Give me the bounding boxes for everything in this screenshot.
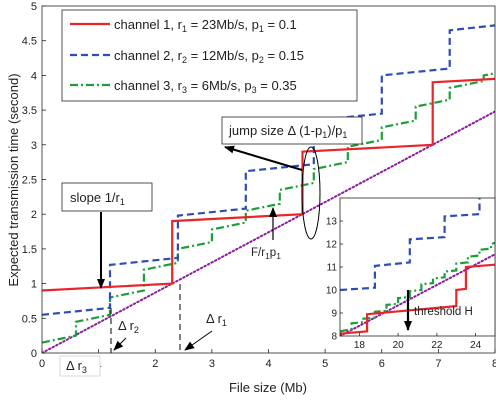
delta-r3-box — [59, 355, 101, 377]
x-tick-label: 4 — [265, 358, 271, 370]
inset-y-tick-label: 8 — [331, 332, 337, 343]
legend: channel 1, r1 = 23Mb/s, p1 = 0.1 channel… — [61, 9, 358, 102]
x-tick-label: 5 — [322, 358, 328, 370]
legend-label-channel-3: channel 3, r3 = 6Mb/s, p3 = 0.35 — [114, 78, 297, 95]
legend-box — [61, 9, 358, 102]
inset-x-tick-label: 18 — [354, 340, 366, 351]
plot-frame — [41, 5, 496, 354]
series-line-1 — [340, 253, 495, 336]
x-tick-label: 8 — [492, 358, 496, 370]
series-line-3 — [340, 198, 481, 292]
inset-y-tick-label: 12 — [326, 240, 338, 251]
jump-size-box — [221, 116, 363, 145]
jump-ellipse — [301, 146, 321, 240]
inset-y-tick-label: 9 — [331, 309, 337, 320]
y-tick-label: 0.5 — [22, 313, 37, 325]
delta-annotations: Δ r2 Δ r1 Δ r3 — [59, 311, 227, 377]
y-tick-label: 3.5 — [22, 105, 37, 117]
delta-r2-arrow — [113, 337, 127, 351]
f-annotation: F/r1p1 — [251, 207, 281, 261]
threshold-label: threshold H — [414, 306, 473, 318]
y-tick-label: 2.5 — [22, 175, 37, 187]
y-tick-label: 1.5 — [22, 244, 37, 256]
inset-x-tick-label: 22 — [431, 340, 443, 351]
inset-y-tick-label: 11 — [327, 263, 338, 274]
slope-box — [61, 182, 153, 212]
x-tick-label: 3 — [209, 358, 215, 370]
y-tick-label: 3 — [31, 140, 37, 152]
x-tick-label: 7 — [435, 358, 441, 370]
series-line-1 — [42, 110, 495, 353]
x-tick-label: 0 — [39, 358, 45, 370]
y-tick-label: 5 — [31, 1, 37, 13]
delta-r1-label: Δ r1 — [206, 311, 227, 328]
y-tick-label: 4 — [31, 70, 37, 82]
y-axis-label: Expected transmission time (second) — [6, 73, 21, 286]
inset-x-tick-label: 20 — [393, 340, 405, 351]
y-tick-label: 2 — [31, 209, 37, 221]
f-label: F/r1p1 — [251, 247, 281, 261]
slope-label: slope 1/r1 — [70, 190, 125, 207]
series-line-2 — [42, 72, 495, 344]
delta-r1-arrow — [184, 330, 213, 351]
jump-size-label: jump size Δ (1-p1)/p1 — [228, 123, 347, 140]
inset-y-tick-label: 10 — [326, 286, 338, 297]
y-tick-label: 1 — [31, 279, 37, 291]
inset-frame — [339, 197, 496, 337]
inset-y-tick-label: 13 — [326, 217, 338, 228]
inset-axis-ticks: 18 20 22 24 8 9 10 11 12 13 — [326, 217, 482, 352]
jump-arrow — [224, 145, 303, 171]
y-tick-label: 0 — [31, 348, 37, 360]
x-axis-label: File size (Mb) — [229, 380, 307, 395]
slope-annotation: slope 1/r1 — [61, 182, 153, 289]
legend-label-channel-2: channel 2, r2 = 12Mb/s, p2 = 0.15 — [114, 48, 304, 65]
y-tick-label: 4.5 — [22, 36, 37, 48]
x-tick-label: 6 — [379, 358, 385, 370]
jump-size-annotation: jump size Δ (1-p1)/p1 — [221, 116, 363, 240]
delta-r2-label: Δ r2 — [118, 318, 139, 335]
inset-x-tick-label: 24 — [470, 340, 482, 351]
series-line-3 — [42, 24, 495, 316]
legend-label-channel-1: channel 1, r1 = 23Mb/s, p1 = 0.1 — [114, 17, 297, 34]
delta-r3-label: Δ r3 — [66, 358, 87, 375]
x-tick-label: 2 — [152, 358, 158, 370]
inset-series-group — [340, 198, 495, 336]
series-line-2 — [340, 241, 495, 333]
inset: 18 20 22 24 8 9 10 11 12 13 threshold H — [326, 197, 496, 352]
series-line-4 — [340, 263, 495, 335]
